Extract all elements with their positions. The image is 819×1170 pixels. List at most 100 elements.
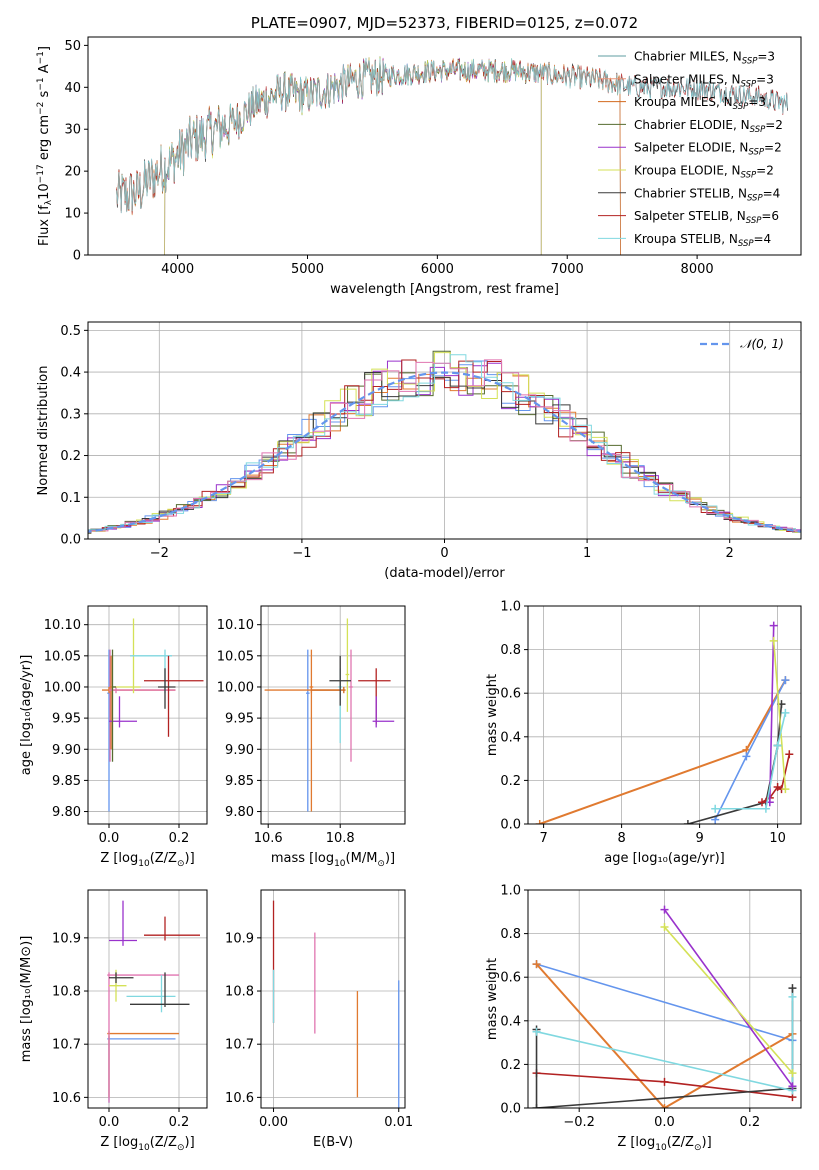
x-tick-label: 6000 <box>421 262 454 277</box>
series-marker <box>781 676 790 685</box>
x-tick-label: 0.0 <box>654 1115 675 1130</box>
x-tick-label: 8 <box>617 831 625 846</box>
y-tick-label: 10.05 <box>44 649 81 664</box>
y-axis-label: Normed distribution <box>36 366 51 496</box>
y-tick-label: 9.90 <box>225 743 254 758</box>
series-marker <box>788 1069 797 1078</box>
legend-entry: Kroupa STELIB, NSSP=4 <box>634 232 771 249</box>
error-point <box>329 655 351 706</box>
x-tick-label: 9 <box>695 831 703 846</box>
error-point <box>109 696 137 728</box>
y-tick-label: 10.7 <box>52 1038 81 1053</box>
axes-frame <box>87 36 802 256</box>
y-tick-label: 9.95 <box>52 712 81 727</box>
x-tick-label: 5000 <box>291 262 324 277</box>
legend-entry: Kroupa MILES, NSSP=3 <box>634 95 766 112</box>
x-tick-label: 1 <box>583 546 591 561</box>
error-point <box>306 649 310 812</box>
error-point <box>107 972 179 1103</box>
x-tick-label: 0.0 <box>99 831 120 846</box>
plot-area <box>528 606 801 824</box>
y-tick-label: 0.0 <box>500 1102 521 1117</box>
series-line <box>769 625 775 803</box>
x-axis-label: E(B-V) <box>313 1135 353 1150</box>
plot-area <box>261 890 405 1108</box>
y-tick-label: 0.4 <box>60 366 81 381</box>
panel-weight_vs_age: 7 8 9 10 0.0 0.2 0.4 0.6 0.8 1.0 age [log₁₀(age/yr… <box>485 600 802 866</box>
x-tick-label: 0.0 <box>99 1115 120 1130</box>
series-marker <box>660 1104 669 1108</box>
y-tick-label: 0.4 <box>500 730 521 745</box>
x-axis-label: age [log₁₀(age/yr)] <box>604 851 725 866</box>
series-marker <box>769 621 778 630</box>
x-tick-label: 0.2 <box>739 1115 760 1130</box>
series-marker <box>532 1104 541 1108</box>
panel-age_vs_mass: 10.6 10.8 9.80 9.85 9.90 9.95 10.00 10.05 10.10 m… <box>217 605 406 869</box>
legend-entry: Chabrier MILES, NSSP=3 <box>634 50 775 67</box>
series-marker <box>781 708 790 717</box>
y-tick-label: 10.10 <box>217 618 254 633</box>
series-marker <box>788 992 797 1001</box>
series-marker <box>660 905 669 914</box>
series-line <box>535 963 793 1108</box>
error-point <box>144 916 200 941</box>
panel-age_vs_Z: 0.0 0.2 9.80 9.85 9.90 9.95 10.00 10.05 10.10 Z [… <box>19 605 208 869</box>
y-tick-label: 1.0 <box>500 600 521 615</box>
y-tick-label: 9.80 <box>52 805 81 820</box>
y-tick-label: 0.6 <box>500 971 521 986</box>
series-marker <box>769 636 778 645</box>
axes-frame <box>87 605 208 825</box>
y-tick-label: 10 <box>64 207 81 222</box>
panel-weight_vs_Z: −0.2 0.0 0.2 0.0 0.2 0.4 0.6 0.8 1.0 Z [log10(Z/Z… <box>485 884 802 1153</box>
y-tick-label: 0.2 <box>500 774 521 789</box>
x-axis-label: Z [log10(Z/Z⊙)] <box>100 1135 194 1153</box>
panel-spectrum: 4000 5000 6000 7000 8000 0 10 20 30 40 50 PLATE=090… <box>36 14 802 297</box>
y-tick-label: 0.6 <box>500 687 521 702</box>
series-line <box>714 679 787 820</box>
y-tick-label: 0.2 <box>500 1058 521 1073</box>
axes-frame <box>260 889 406 1109</box>
histogram-pink <box>88 359 801 533</box>
series-marker <box>742 752 751 761</box>
y-tick-label: 9.85 <box>225 774 254 789</box>
y-tick-label: 0.8 <box>500 927 521 942</box>
series-marker <box>711 804 720 813</box>
x-tick-label: 10 <box>769 831 786 846</box>
y-tick-label: 0.0 <box>500 818 521 833</box>
x-tick-label: 0.2 <box>169 831 190 846</box>
x-tick-label: −2 <box>150 546 169 561</box>
error-point <box>372 696 395 728</box>
series-line <box>663 926 794 1074</box>
y-tick-label: 1.0 <box>500 884 521 899</box>
x-axis-label: Z [log10(Z/Z⊙)] <box>100 851 194 869</box>
y-tick-label: 0.0 <box>60 533 81 548</box>
y-axis-label: Flux [fλ10−17 erg cm−2 s−1 A−1] <box>36 46 54 246</box>
axes-frame <box>87 889 208 1109</box>
error-point <box>126 975 176 1013</box>
y-tick-label: 10.05 <box>217 649 254 664</box>
x-tick-label: 0 <box>440 546 448 561</box>
legend-entry: Kroupa ELODIE, NSSP=2 <box>634 164 774 181</box>
series-marker <box>788 1082 797 1091</box>
error-point <box>109 900 137 946</box>
y-tick-label: 10.8 <box>52 985 81 1000</box>
x-axis-label: mass [log10(M/M⊙)] <box>271 851 395 869</box>
y-tick-label: 0.2 <box>60 449 81 464</box>
series-line <box>715 712 787 810</box>
plot-area <box>88 606 207 824</box>
x-tick-label: −1 <box>292 546 311 561</box>
series-marker <box>773 741 782 750</box>
y-tick-label: 9.95 <box>225 712 254 727</box>
error-point <box>309 649 314 812</box>
y-axis-label: mass weight <box>485 674 500 756</box>
legend: Chabrier MILES, NSSP=3 Salpeter MILES, NS… <box>598 50 783 249</box>
legend-entry: Chabrier ELODIE, NSSP=2 <box>634 118 783 135</box>
y-tick-label: 30 <box>64 123 81 138</box>
y-tick-label: 10.7 <box>225 1038 254 1053</box>
panel-mass_vs_Z: 0.0 0.2 10.6 10.7 10.8 10.9 Z [log10(Z/Z⊙)] mas… <box>19 889 208 1153</box>
error-point <box>107 1036 176 1103</box>
y-tick-label: 9.90 <box>52 743 81 758</box>
y-axis-label: mass [log₁₀(M/M⊙)] <box>19 936 34 1063</box>
y-tick-label: 50 <box>64 39 81 54</box>
